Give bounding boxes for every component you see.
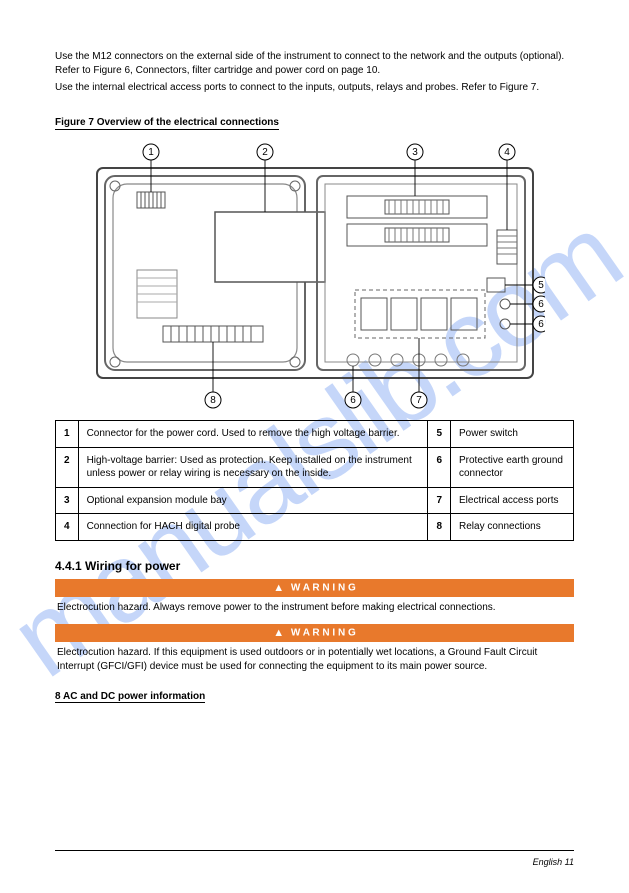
legend-desc: Protective earth ground connector [451, 447, 574, 487]
warning-triangle-icon: ▲ [273, 627, 284, 639]
sub-heading: 8 AC and DC power information [55, 691, 205, 703]
callout-6a: 6 [538, 299, 544, 310]
page-content: Use the M12 connectors on the external s… [55, 50, 574, 703]
section-heading: 4.4.1 Wiring for power [55, 559, 574, 573]
intro-block: Use the M12 connectors on the external s… [55, 50, 574, 95]
warning-body: Electrocution hazard. Always remove powe… [55, 597, 574, 617]
warning-triangle-icon: ▲ [273, 582, 284, 594]
figure-title: Overview of the electrical connections [97, 117, 279, 128]
warning-block-2: ▲ W A R N I N G Electrocution hazard. If… [55, 624, 574, 675]
legend-desc: High-voltage barrier: Used as protection… [78, 447, 428, 487]
legend-desc: Optional expansion module bay [78, 487, 428, 514]
legend-num: 5 [428, 421, 451, 448]
legend-num: 6 [428, 447, 451, 487]
legend-desc: Electrical access ports [451, 487, 574, 514]
callout-4: 4 [504, 147, 510, 158]
callout-1: 1 [148, 147, 154, 158]
callout-6b: 6 [538, 319, 544, 330]
legend-desc: Connection for HACH digital probe [78, 514, 428, 541]
callout-6c: 6 [350, 395, 356, 406]
legend-num: 8 [428, 514, 451, 541]
table-row: 2 High-voltage barrier: Used as protecti… [56, 447, 574, 487]
legend-desc: Power switch [451, 421, 574, 448]
footer-text: English 11 [533, 857, 574, 867]
warning-body: Electrocution hazard. If this equipment … [55, 642, 574, 675]
figure-label: Figure 7 [55, 117, 94, 128]
intro-line-2: Use the internal electrical access ports… [55, 81, 574, 95]
wiring-diagram: 1 2 3 4 5 6 6 8 6 7 [85, 140, 545, 410]
intro-line-1: Use the M12 connectors on the external s… [55, 50, 574, 78]
table-row: 1 Connector for the power cord. Used to … [56, 421, 574, 448]
table-row: 4 Connection for HACH digital probe 8 Re… [56, 514, 574, 541]
callout-7: 7 [416, 395, 422, 406]
figure-heading: Figure 7 Overview of the electrical conn… [55, 117, 279, 130]
callout-8: 8 [210, 395, 216, 406]
warning-bar: ▲ W A R N I N G [55, 579, 574, 597]
warning-bar: ▲ W A R N I N G [55, 624, 574, 642]
legend-num: 4 [56, 514, 79, 541]
legend-num: 2 [56, 447, 79, 487]
legend-num: 7 [428, 487, 451, 514]
table-row: 3 Optional expansion module bay 7 Electr… [56, 487, 574, 514]
callout-5: 5 [538, 280, 544, 291]
footer-rule [55, 850, 574, 851]
legend-desc: Relay connections [451, 514, 574, 541]
warning-label: W A R N I N G [291, 628, 356, 639]
warning-label: W A R N I N G [291, 582, 356, 593]
legend-desc: Connector for the power cord. Used to re… [78, 421, 428, 448]
callout-2: 2 [262, 147, 268, 158]
legend-num: 3 [56, 487, 79, 514]
legend-table: 1 Connector for the power cord. Used to … [55, 420, 574, 541]
warning-block-1: ▲ W A R N I N G Electrocution hazard. Al… [55, 579, 574, 617]
legend-num: 1 [56, 421, 79, 448]
callout-3: 3 [412, 147, 418, 158]
diagram-svg: 1 2 3 4 5 6 6 8 6 7 [85, 140, 545, 410]
